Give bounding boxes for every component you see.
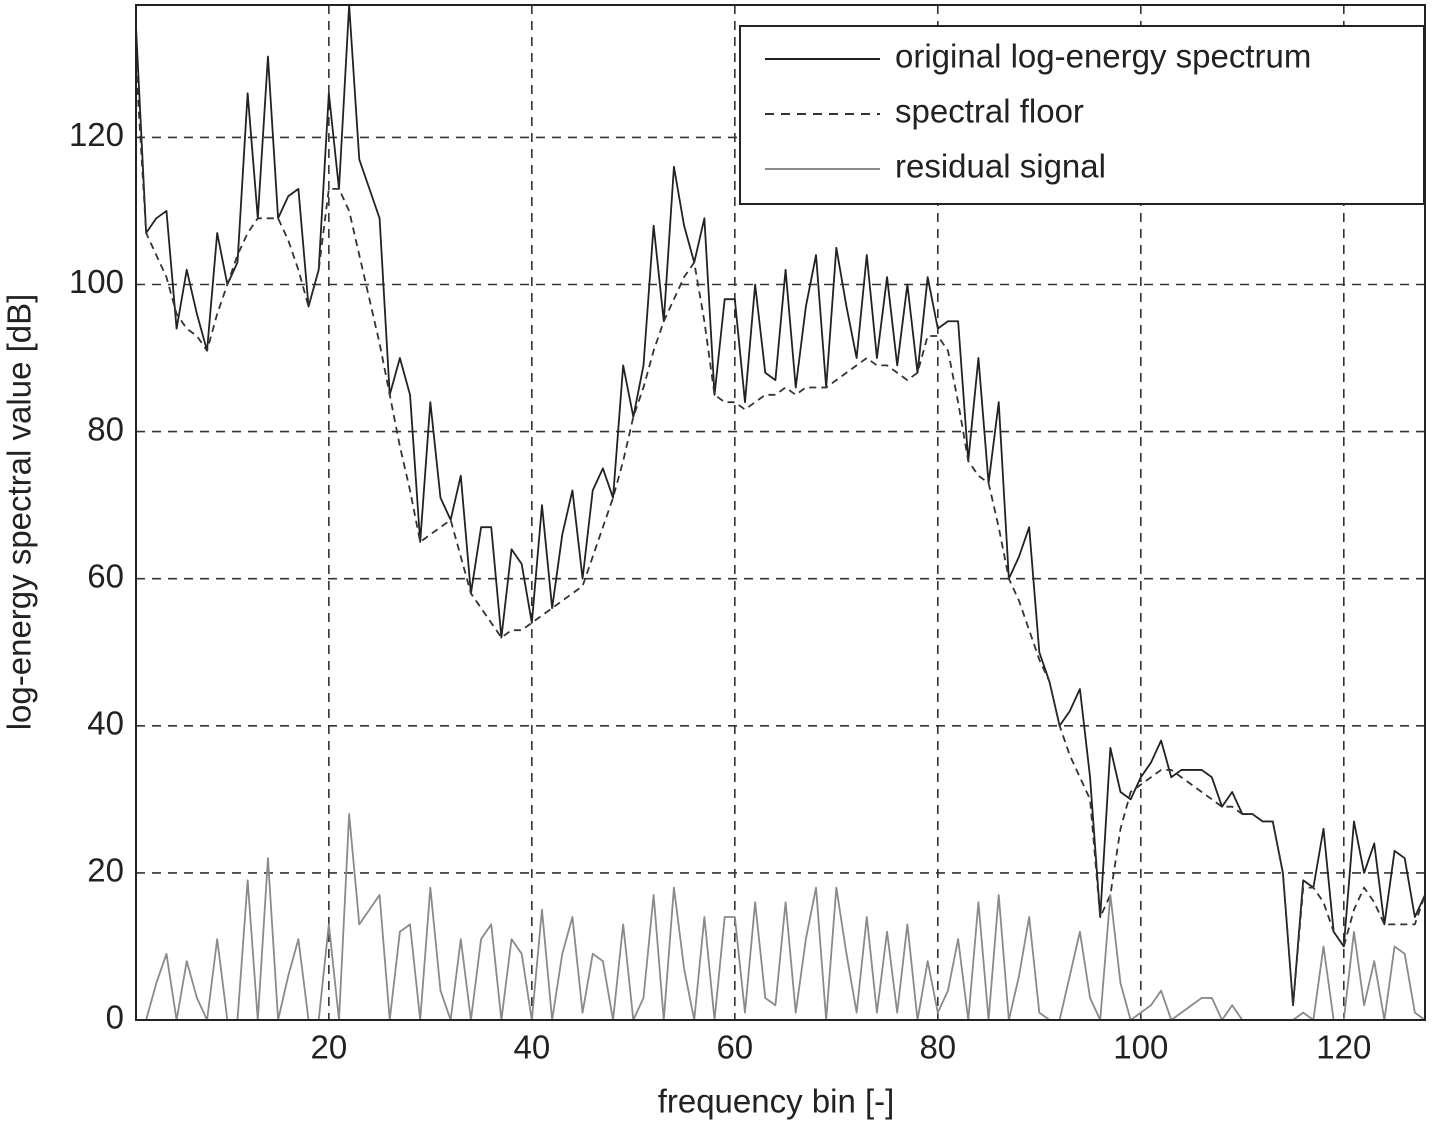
x-tick-label: 100 (1113, 1029, 1168, 1066)
y-tick-label: 100 (69, 263, 124, 300)
x-tick-label: 60 (716, 1029, 753, 1066)
y-tick-label: 40 (87, 705, 124, 742)
y-tick-label: 120 (69, 116, 124, 153)
legend-label: residual signal (895, 148, 1106, 185)
x-tick-label: 120 (1316, 1029, 1371, 1066)
series-line (136, 813, 1426, 1021)
y-tick-label: 80 (87, 410, 124, 447)
x-tick-label: 20 (310, 1029, 347, 1066)
series-line (135, 4, 1426, 1007)
plot-frame (135, 4, 1426, 1021)
legend-label: spectral floor (895, 93, 1084, 130)
series-line (135, 63, 1426, 1007)
y-tick-label: 60 (87, 557, 124, 594)
y-tick-label: 0 (106, 999, 124, 1036)
x-tick-label: 80 (919, 1029, 956, 1066)
x-axis-label: frequency bin [-] (658, 1083, 895, 1120)
y-axis-label: log-energy spectral value [dB] (1, 294, 38, 731)
x-tick-label: 40 (513, 1029, 550, 1066)
legend-label: original log-energy spectrum (895, 38, 1311, 75)
y-tick-label: 20 (87, 852, 124, 889)
